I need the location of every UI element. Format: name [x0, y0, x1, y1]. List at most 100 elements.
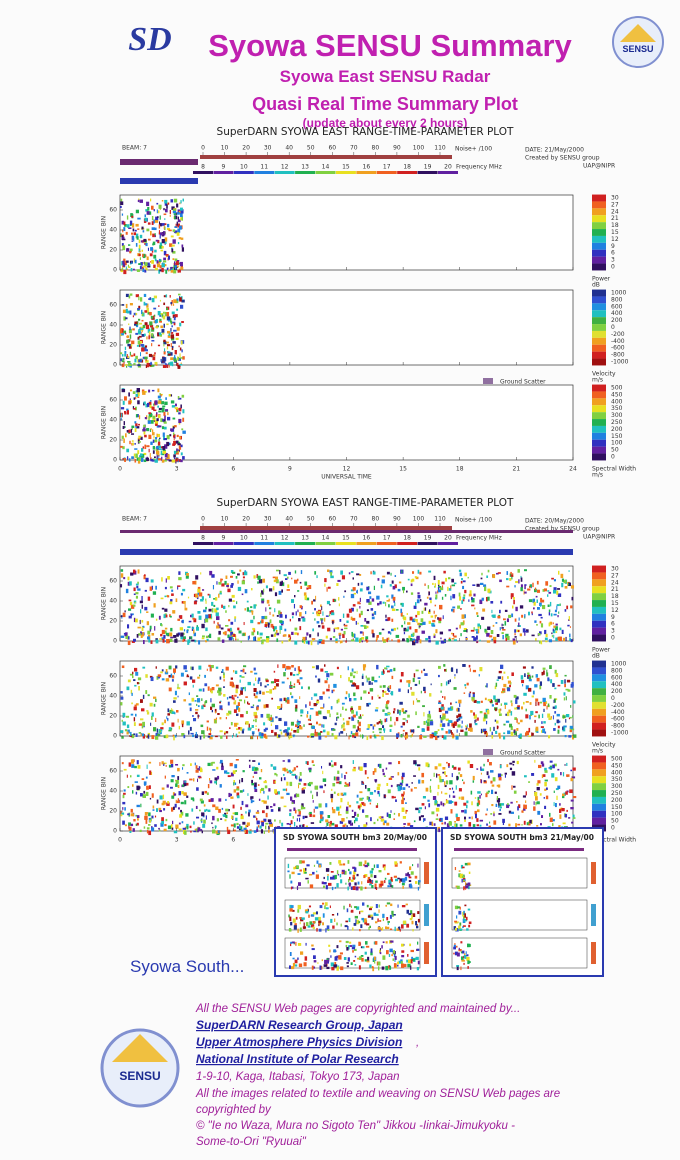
footer-link[interactable]: National Institute of Polar Research: [196, 1052, 399, 1066]
radar-echo: [312, 912, 316, 915]
noise-tick-label: 50: [307, 145, 315, 152]
radar-echo: [331, 689, 334, 694]
radar-echo: [201, 637, 205, 640]
radar-echo: [234, 616, 237, 619]
radar-echo: [406, 590, 408, 593]
radar-echo: [203, 609, 207, 613]
radar-echo: [122, 309, 127, 313]
radar-echo: [345, 944, 348, 948]
panel-frame: [119, 384, 574, 461]
radar-echo: [217, 637, 221, 641]
radar-echo: [291, 728, 293, 731]
radar-echo: [371, 682, 373, 685]
radar-echo: [397, 588, 401, 592]
radar-echo: [524, 591, 527, 594]
radar-echo: [454, 722, 457, 727]
radar-echo: [183, 734, 186, 739]
radar-echo: [344, 775, 346, 780]
radar-echo: [513, 790, 517, 794]
radar-echo: [569, 725, 573, 730]
radar-echo: [261, 598, 265, 603]
radar-echo: [351, 716, 355, 721]
color-scale: [592, 256, 606, 264]
color-scale: [592, 600, 606, 607]
radar-echo: [504, 702, 508, 705]
radar-echo: [344, 590, 347, 593]
radar-echo: [462, 779, 464, 782]
syowa-south-link[interactable]: Syowa South...: [130, 957, 244, 976]
footer-link[interactable]: SuperDARN Research Group, Japan: [196, 1018, 403, 1032]
radar-echo: [269, 717, 273, 721]
radar-echo: [129, 251, 132, 254]
radar-echo: [454, 801, 458, 806]
radar-echo: [433, 634, 436, 639]
radar-echo: [468, 593, 472, 597]
radar-echo: [182, 430, 186, 434]
radar-echo: [498, 802, 500, 806]
radar-echo: [253, 693, 256, 696]
radar-echo: [492, 614, 496, 618]
radar-echo: [526, 730, 530, 736]
radar-echo: [291, 695, 294, 699]
radar-echo: [166, 435, 170, 440]
radar-echo: [303, 641, 306, 644]
radar-echo: [168, 665, 172, 670]
color-scale: [592, 229, 606, 236]
radar-echo: [363, 863, 365, 867]
radar-echo: [352, 874, 356, 878]
radar-echo: [298, 669, 302, 672]
radar-echo: [354, 735, 357, 739]
radar-echo: [476, 802, 479, 807]
radar-echo: [126, 410, 129, 415]
radar-echo: [318, 864, 321, 868]
radar-echo: [141, 725, 144, 729]
radar-echo: [406, 720, 408, 724]
radar-echo: [353, 923, 357, 926]
radar-echo: [138, 423, 141, 426]
radar-echo: [211, 574, 215, 578]
radar-echo: [554, 705, 557, 709]
radar-echo: [497, 676, 502, 679]
radar-echo: [496, 634, 500, 637]
radar-echo: [445, 668, 447, 672]
footer-link[interactable]: Upper Atmosphere Physics Division: [196, 1035, 402, 1049]
radar-echo: [177, 228, 181, 233]
radar-echo: [292, 769, 295, 772]
radar-echo: [321, 766, 323, 769]
radar-echo: [261, 590, 264, 595]
radar-echo: [154, 267, 158, 271]
radar-echo: [261, 600, 264, 604]
radar-echo: [573, 734, 577, 738]
scale-label: -400: [611, 338, 625, 345]
radar-echo: [493, 820, 497, 825]
radar-echo: [151, 420, 154, 424]
radar-echo: [168, 727, 172, 730]
radar-echo: [133, 453, 135, 457]
badge-text: SENSU: [622, 44, 653, 54]
radar-echo: [270, 806, 273, 808]
radar-echo: [138, 732, 141, 734]
radar-echo: [311, 924, 315, 928]
radar-echo: [144, 812, 148, 816]
radar-echo: [186, 721, 190, 726]
radar-echo: [167, 801, 170, 804]
radar-echo: [382, 690, 384, 693]
radar-echo: [298, 670, 301, 675]
thumbnail[interactable]: SD SYOWA SOUTH bm3 20/May/00: [274, 827, 437, 977]
radar-echo: [423, 735, 427, 738]
radar-echo: [176, 203, 179, 208]
y-tick-label: 40: [109, 788, 117, 795]
radar-echo: [130, 689, 133, 694]
radar-echo: [174, 258, 178, 262]
rtp-plot: SuperDARN SYOWA EAST RANGE-TIME-PARAMETE…: [101, 497, 637, 850]
radar-echo: [260, 769, 263, 773]
radar-echo: [298, 784, 300, 789]
color-scale: [592, 660, 606, 668]
radar-echo: [571, 682, 574, 687]
radar-echo: [562, 793, 565, 797]
radar-echo: [399, 928, 401, 932]
radar-echo: [360, 910, 364, 913]
radar-echo: [389, 729, 392, 732]
radar-echo: [136, 269, 140, 272]
